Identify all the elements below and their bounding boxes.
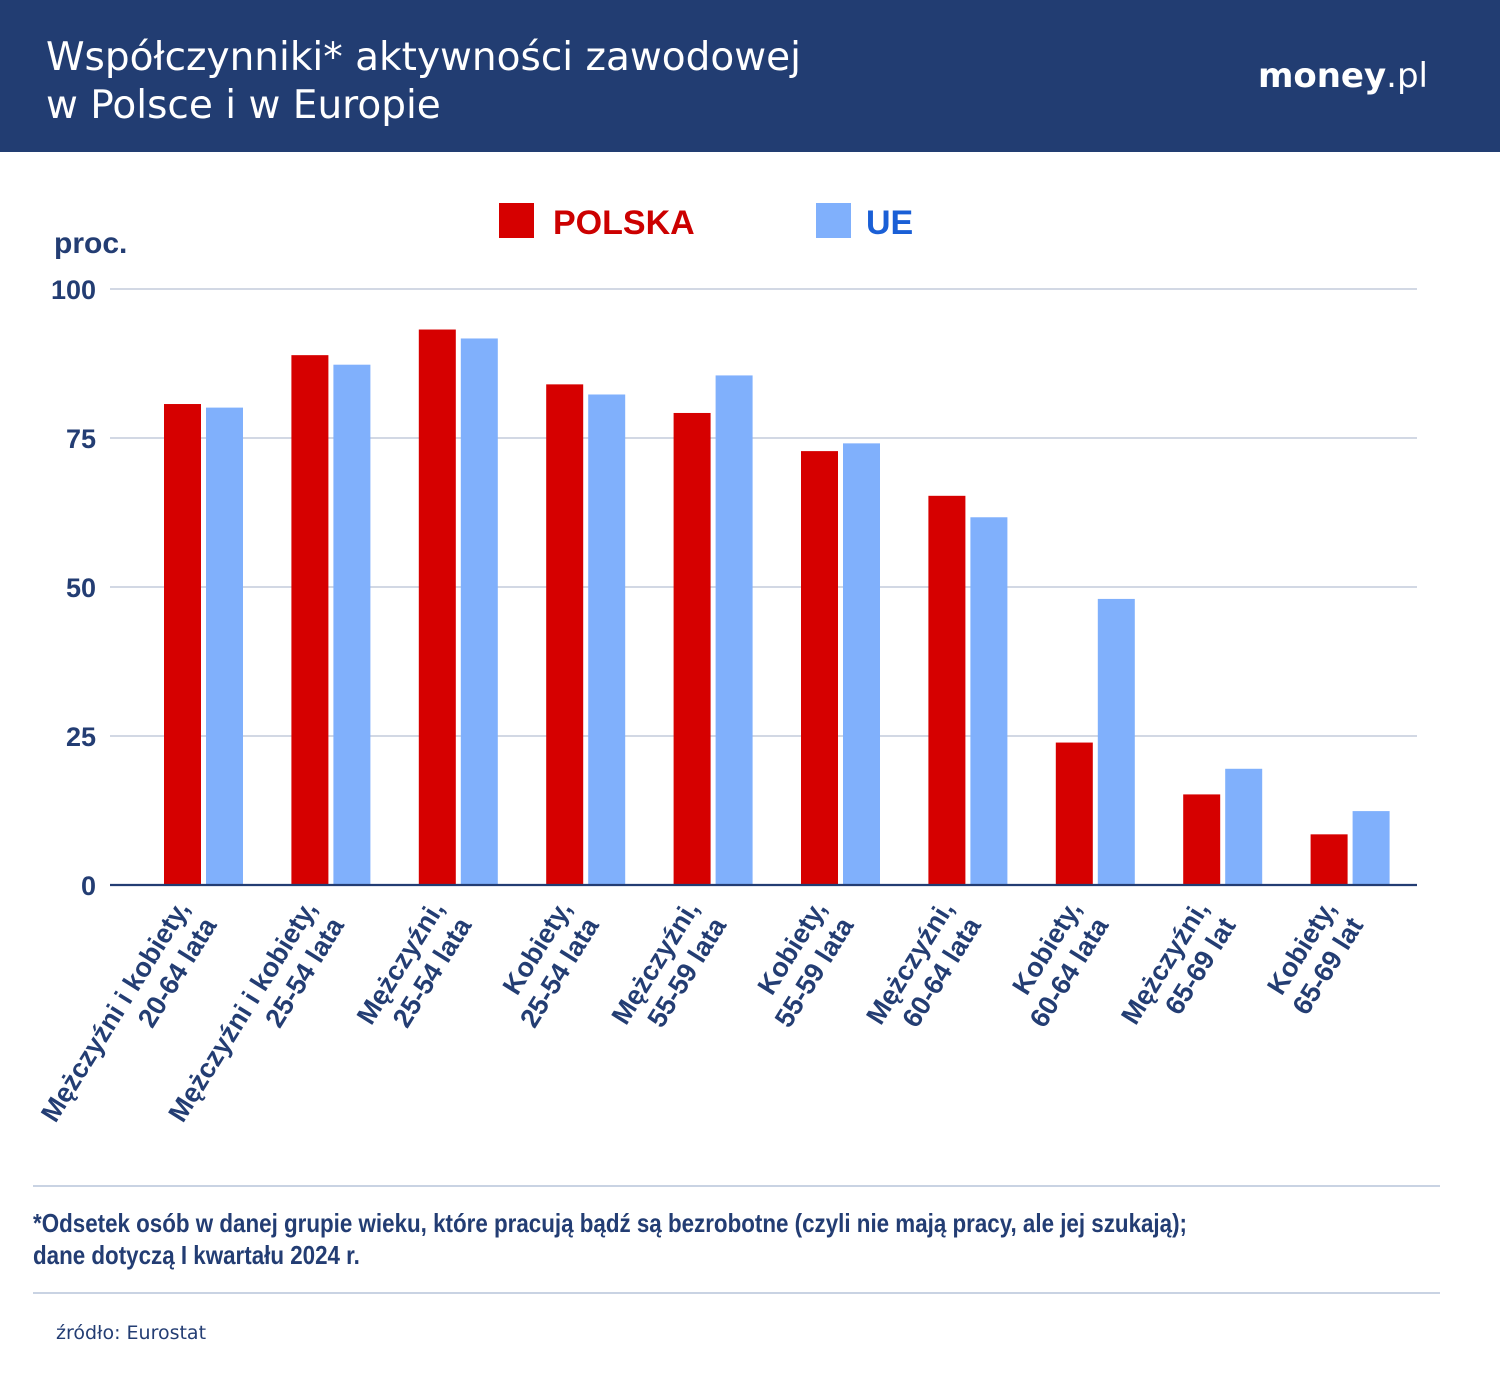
footnote-line-1: *Odsetek osób w danej grupie wieku, któr… bbox=[33, 1208, 1187, 1238]
legend: POLSKA UE bbox=[499, 203, 913, 242]
y-tick-label: 100 bbox=[51, 275, 96, 305]
bar-polska-5 bbox=[673, 412, 711, 885]
chart-title-line-1: Współczynniki* aktywności zawodowej bbox=[46, 35, 801, 80]
x-tick-label-6: Kobiety,55-59 lata bbox=[742, 895, 860, 1033]
bar-polska-4 bbox=[546, 384, 584, 885]
bar-polska-10 bbox=[1310, 834, 1348, 885]
x-tick-label-5: Mężczyźni,55-59 lata bbox=[606, 895, 733, 1047]
source-note: źródło: Eurostat bbox=[56, 1322, 207, 1344]
money-pl-logo: money.pl bbox=[1258, 56, 1428, 96]
legend-swatch-polska bbox=[499, 203, 534, 238]
footnote-divider-top bbox=[33, 1185, 1440, 1187]
bar-polska-8 bbox=[1055, 742, 1093, 885]
bar-chart: proc. 0 25 50 75 100 Mężczyźni i kobiety,20-6… bbox=[35, 203, 1417, 1127]
x-tick-label-7: Mężczyźni,60-64 lata bbox=[860, 895, 987, 1047]
bars bbox=[164, 329, 1390, 885]
bar-polska-2 bbox=[291, 355, 329, 885]
x-tick-label-8: Kobiety,60-64 lata bbox=[997, 895, 1115, 1033]
chart-title-line-2: w Polsce i w Europie bbox=[46, 83, 441, 128]
x-tick-label-line: Mężczyźni i kobiety, bbox=[35, 895, 195, 1127]
bar-ue-5 bbox=[715, 375, 753, 885]
footnote-line-2: dane dotyczą I kwartału 2024 r. bbox=[33, 1240, 360, 1270]
bar-polska-9 bbox=[1183, 794, 1221, 885]
footnote: *Odsetek osób w danej grupie wieku, któr… bbox=[33, 1207, 1254, 1271]
bar-ue-2 bbox=[333, 364, 371, 885]
legend-label-ue: UE bbox=[866, 204, 913, 242]
chart-title: Współczynniki* aktywności zawodowej w Po… bbox=[46, 34, 1026, 130]
axes: proc. 0 25 50 75 100 bbox=[51, 227, 1417, 901]
logo-tld-text: .pl bbox=[1386, 56, 1428, 96]
bar-polska-6 bbox=[801, 451, 838, 885]
chart-area: proc. 0 25 50 75 100 Mężczyźni i kobiety,20-6… bbox=[0, 152, 1500, 1172]
x-tick-label-3: Mężczyźni,25-54 lata bbox=[351, 895, 478, 1047]
legend-swatch-ue bbox=[816, 203, 851, 238]
bar-ue-4 bbox=[588, 394, 626, 885]
bar-ue-1 bbox=[206, 407, 243, 885]
y-tick-label: 75 bbox=[66, 424, 96, 454]
bar-ue-7 bbox=[970, 517, 1008, 885]
y-tick-label: 50 bbox=[66, 573, 96, 603]
bar-ue-10 bbox=[1352, 811, 1390, 885]
bar-polska-3 bbox=[418, 329, 456, 885]
x-tick-label-10: Kobiety,65-69 lat bbox=[1259, 895, 1369, 1020]
y-axis-label: proc. bbox=[54, 227, 127, 260]
x-tick-label-9: Mężczyźni,65-69 lat bbox=[1115, 895, 1242, 1046]
bar-ue-9 bbox=[1225, 768, 1263, 885]
bar-ue-6 bbox=[843, 443, 880, 885]
footnote-divider-bottom bbox=[33, 1292, 1440, 1294]
y-tick-label: 25 bbox=[66, 722, 96, 752]
logo-main-text: money bbox=[1257, 56, 1387, 96]
x-tick-label-4: Kobiety,25-54 lata bbox=[487, 895, 605, 1033]
y-tick-label: 0 bbox=[81, 871, 96, 901]
bar-polska-1 bbox=[164, 404, 201, 885]
header-banner: Współczynniki* aktywności zawodowej w Po… bbox=[0, 0, 1500, 152]
bar-polska-7 bbox=[928, 495, 966, 885]
category-labels: Mężczyźni i kobiety,20-64 lataMężczyźni … bbox=[35, 895, 1369, 1127]
bar-ue-8 bbox=[1097, 598, 1135, 885]
bar-ue-3 bbox=[460, 338, 498, 885]
legend-label-polska: POLSKA bbox=[553, 204, 695, 242]
